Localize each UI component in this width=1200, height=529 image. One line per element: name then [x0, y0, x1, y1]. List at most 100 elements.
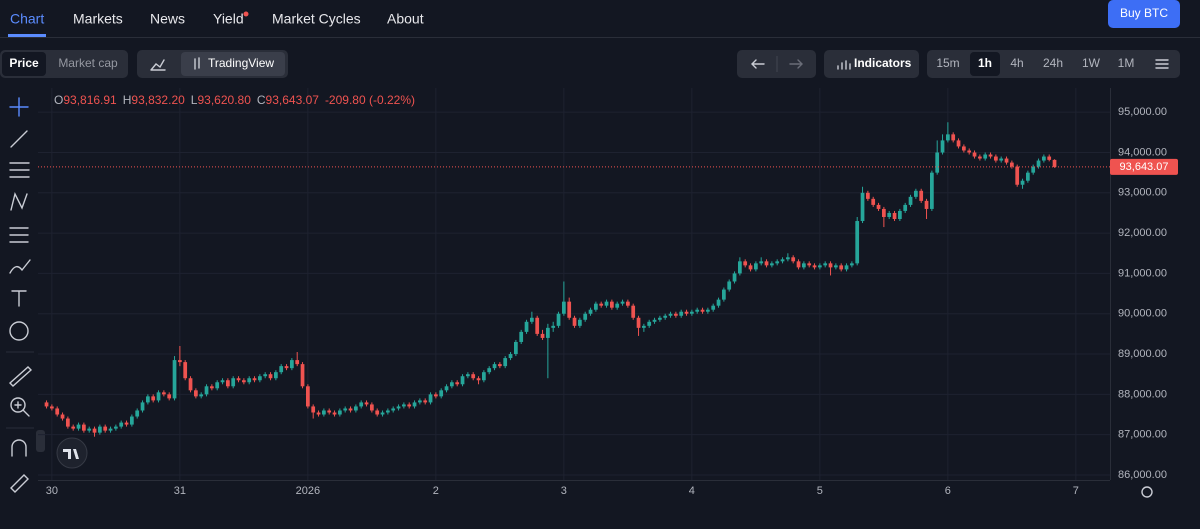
indicators-button[interactable] [824, 50, 919, 78]
candle-body [562, 301, 566, 314]
readout-key: H [123, 93, 132, 107]
candle-body [76, 424, 81, 429]
candle-body [396, 406, 401, 409]
candle-body [892, 212, 897, 220]
x-tick-label: 2 [433, 485, 439, 497]
zoom-tool[interactable] [10, 397, 26, 413]
magnet-tool[interactable] [11, 439, 27, 457]
candle-body [311, 406, 316, 413]
nav-item[interactable]: About [387, 11, 424, 27]
candle-body [338, 410, 342, 415]
axis-settings-icon[interactable] [1141, 486, 1153, 498]
interval-option[interactable]: 24h [1043, 56, 1063, 70]
style-option[interactable]: TradingView [208, 56, 274, 70]
interval-option[interactable]: 4h [1010, 56, 1023, 70]
metric-option[interactable]: Price [9, 56, 39, 70]
projection-tool[interactable] [9, 227, 29, 243]
interval-option[interactable]: 15m [936, 56, 959, 70]
buy-button-label[interactable]: Buy BTC [1120, 6, 1168, 20]
y-tick-label: 90,000.00 [1118, 308, 1167, 320]
candle-body [466, 374, 470, 377]
nav-item[interactable]: Yield [213, 11, 244, 27]
drawing-tools [6, 97, 88, 493]
candle-body [1010, 162, 1014, 167]
candle-body [162, 392, 166, 395]
brush-tool[interactable] [9, 259, 31, 274]
candle-body [631, 305, 636, 318]
emoji-tool[interactable] [9, 321, 29, 341]
settings-icon[interactable] [1155, 59, 1169, 69]
candle-body [807, 263, 812, 266]
candle-body [588, 309, 593, 314]
candle-body [940, 140, 945, 153]
y-tick-label: 91,000.00 [1118, 267, 1167, 279]
collapse-handle[interactable] [36, 430, 45, 452]
indicators-label[interactable]: Indicators [854, 56, 912, 70]
fib-tool[interactable] [9, 162, 30, 178]
interval-option[interactable]: 1M [1118, 56, 1135, 70]
metric-option[interactable]: Market cap [58, 56, 118, 70]
candle-body [956, 140, 961, 147]
pattern-tool[interactable] [10, 191, 28, 211]
nav-item[interactable]: News [150, 11, 185, 27]
candle-body [834, 265, 838, 268]
nav-item[interactable]: Markets [73, 11, 123, 27]
candle-body [231, 378, 236, 387]
candle-body [930, 172, 934, 209]
candle-body [236, 378, 241, 381]
nav-item[interactable]: Chart [10, 11, 44, 27]
candle-body [887, 212, 892, 217]
interval-option[interactable]: 1h [978, 56, 992, 70]
crosshair-tool[interactable] [9, 97, 29, 117]
candle-body [962, 146, 966, 151]
candle-body [770, 263, 774, 266]
candle-body [732, 273, 737, 282]
trendline-tool[interactable] [10, 130, 28, 148]
candle-body [199, 394, 204, 397]
candle-body [279, 366, 284, 373]
candle-body [546, 327, 550, 338]
candle-body [98, 426, 102, 433]
x-tick-label: 2026 [296, 485, 320, 497]
candle-body [620, 301, 625, 304]
candle-body [71, 426, 76, 429]
line-icon[interactable] [150, 59, 166, 71]
candle-body [119, 422, 124, 427]
candle-body [850, 263, 854, 266]
interval-option[interactable]: 1W [1082, 56, 1101, 70]
y-tick-label: 92,000.00 [1118, 227, 1167, 239]
text-tool[interactable] [11, 290, 27, 307]
candle-body [354, 406, 358, 411]
candle-body [727, 281, 732, 290]
readout-value: 93,816.91 [63, 93, 117, 107]
candle-body [914, 190, 918, 197]
candle-body [684, 311, 689, 314]
candle-body [386, 410, 390, 413]
candle-body [999, 158, 1004, 161]
candle-body [540, 333, 545, 338]
candle-body [844, 265, 849, 270]
candle-body [706, 309, 710, 312]
x-tick-label: 7 [1073, 485, 1079, 497]
lock-tool[interactable] [10, 474, 29, 493]
candle-body [295, 360, 300, 365]
forward-arrow[interactable] [789, 59, 803, 69]
candle-body [668, 313, 673, 316]
candle-body [860, 192, 865, 222]
candle-body [748, 265, 753, 270]
candle-body [818, 265, 822, 268]
candle-body [1004, 158, 1009, 163]
candle-body [108, 428, 113, 431]
candle-body [802, 263, 806, 268]
nav-item[interactable]: Market Cycles [272, 11, 361, 27]
candle-body [738, 261, 742, 274]
candle-body [140, 402, 145, 411]
buy-button[interactable] [1108, 0, 1180, 28]
candle-body [92, 428, 97, 433]
back-arrow[interactable] [751, 59, 765, 69]
x-tick-label: 4 [689, 485, 695, 497]
candle-body [151, 396, 156, 401]
readout-value: 93,832.20 [131, 93, 185, 107]
y-tick-label: 95,000.00 [1118, 106, 1167, 118]
ruler-tool[interactable] [8, 366, 33, 387]
